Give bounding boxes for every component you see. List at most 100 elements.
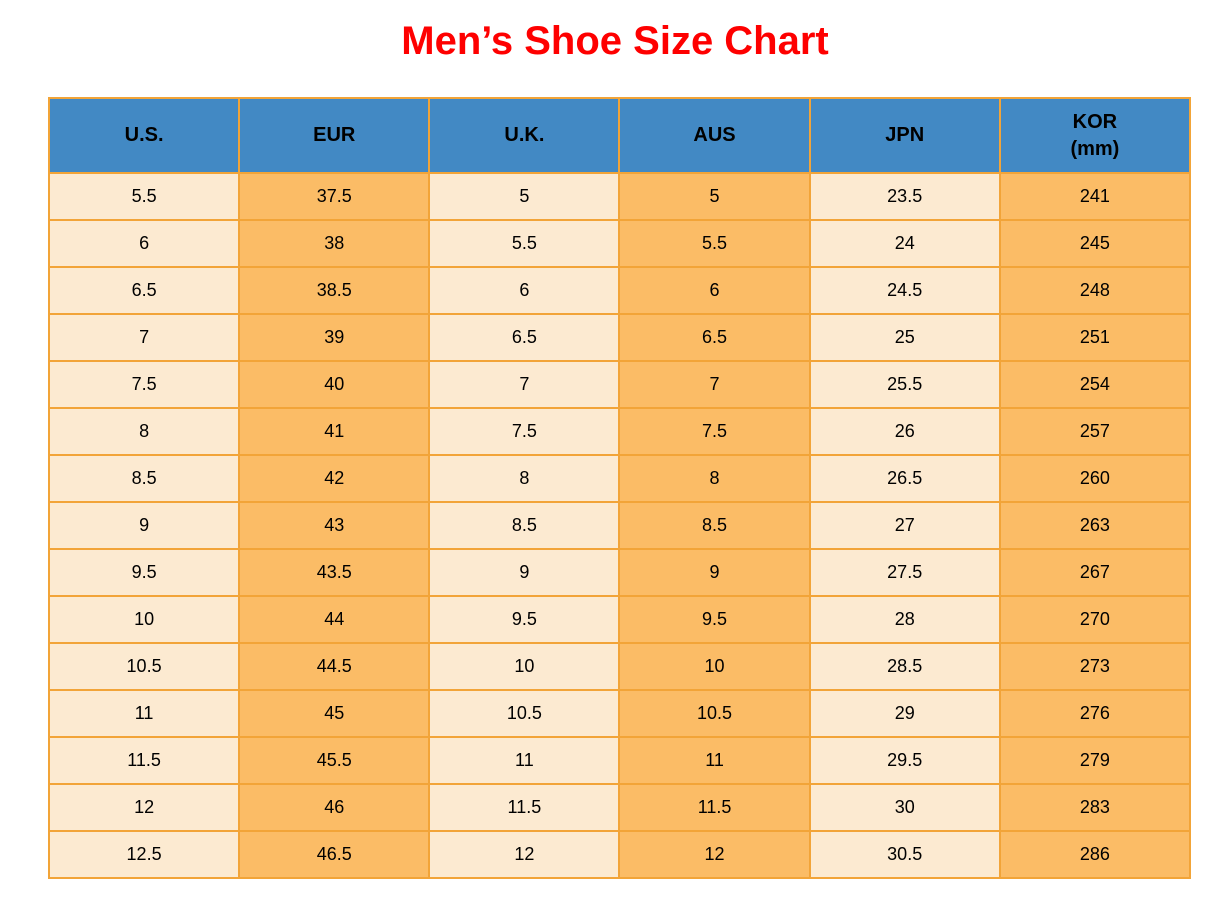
column-header-label: U.S. <box>124 124 164 146</box>
table-row: 6.5 38.5 6 6 24.5 248 <box>47 266 1192 315</box>
table-cell: 29 <box>808 689 1001 738</box>
table-cell: 27 <box>808 501 1001 550</box>
table-cell: 26.5 <box>808 454 1001 503</box>
column-header-label: KOR <box>1072 110 1118 133</box>
table-cell: 11.5 <box>618 783 811 832</box>
table-row: 10.5 44.5 10 10 28.5 273 <box>47 642 1192 691</box>
table-cell: 29.5 <box>808 736 1001 785</box>
column-header-label: AUS <box>693 124 736 146</box>
table-cell: 260 <box>998 454 1192 503</box>
table-cell: 7 <box>618 360 811 409</box>
column-header-label: EUR <box>313 124 356 146</box>
table-cell: 12.5 <box>47 830 241 879</box>
table-cell: 8 <box>47 407 241 456</box>
table-header-row: U.S. EUR U.K. AUS JPN KOR (mm) <box>47 97 1192 174</box>
table-cell: 5 <box>618 172 811 221</box>
table-cell: 37.5 <box>238 172 431 221</box>
table-cell: 30.5 <box>808 830 1001 879</box>
table-cell: 9.5 <box>618 595 811 644</box>
table-cell: 42 <box>238 454 431 503</box>
table-cell: 27.5 <box>808 548 1001 597</box>
table-cell: 45.5 <box>238 736 431 785</box>
table-cell: 9 <box>618 548 811 597</box>
table-row: 7.5 40 7 7 25.5 254 <box>47 360 1192 409</box>
column-header-label: U.K. <box>504 124 545 146</box>
table-cell: 9.5 <box>428 595 621 644</box>
shoe-size-table: U.S. EUR U.K. AUS JPN KOR (mm) 5.5 37.5 5 5 23.5 24… <box>47 97 1192 879</box>
table-cell: 10 <box>618 642 811 691</box>
table-cell: 11.5 <box>428 783 621 832</box>
column-header-aus: AUS <box>618 97 811 174</box>
table-cell: 6 <box>618 266 811 315</box>
table-cell: 24 <box>808 219 1001 268</box>
table-cell: 28 <box>808 595 1001 644</box>
table-cell: 6 <box>428 266 621 315</box>
table-cell: 267 <box>998 548 1192 597</box>
table-cell: 39 <box>238 313 431 362</box>
table-cell: 5.5 <box>618 219 811 268</box>
table-cell: 46.5 <box>238 830 431 879</box>
table-cell: 5.5 <box>47 172 241 221</box>
table-cell: 26 <box>808 407 1001 456</box>
table-cell: 257 <box>998 407 1192 456</box>
table-cell: 254 <box>998 360 1192 409</box>
table-cell: 38 <box>238 219 431 268</box>
table-cell: 10.5 <box>47 642 241 691</box>
table-cell: 6 <box>47 219 241 268</box>
table-cell: 38.5 <box>238 266 431 315</box>
table-cell: 43.5 <box>238 548 431 597</box>
table-cell: 276 <box>998 689 1192 738</box>
table-cell: 25.5 <box>808 360 1001 409</box>
table-body: 5.5 37.5 5 5 23.5 241 6 38 5.5 5.5 24 245 6.5 38.5 6 6 2… <box>47 172 1192 879</box>
table-cell: 11 <box>428 736 621 785</box>
table-row: 7 39 6.5 6.5 25 251 <box>47 313 1192 362</box>
column-header-jpn: JPN <box>808 97 1001 174</box>
table-cell: 7.5 <box>47 360 241 409</box>
table-header: U.S. EUR U.K. AUS JPN KOR (mm) <box>47 97 1192 174</box>
table-cell: 7 <box>47 313 241 362</box>
table-cell: 251 <box>998 313 1192 362</box>
table-cell: 6.5 <box>618 313 811 362</box>
page-title: Men’s Shoe Size Chart <box>401 19 829 63</box>
table-cell: 23.5 <box>808 172 1001 221</box>
table-row: 11.5 45.5 11 11 29.5 279 <box>47 736 1192 785</box>
table-cell: 5 <box>428 172 621 221</box>
column-header-label: JPN <box>885 124 925 146</box>
table-cell: 273 <box>998 642 1192 691</box>
table-cell: 10.5 <box>428 689 621 738</box>
table-row: 8 41 7.5 7.5 26 257 <box>47 407 1192 456</box>
table-cell: 8 <box>618 454 811 503</box>
table-cell: 12 <box>618 830 811 879</box>
table-cell: 279 <box>998 736 1192 785</box>
table-cell: 28.5 <box>808 642 1001 691</box>
table-cell: 30 <box>808 783 1001 832</box>
table-row: 10 44 9.5 9.5 28 270 <box>47 595 1192 644</box>
table-row: 9 43 8.5 8.5 27 263 <box>47 501 1192 550</box>
table-cell: 12 <box>47 783 241 832</box>
column-header-us: U.S. <box>47 97 241 174</box>
table-cell: 44.5 <box>238 642 431 691</box>
table-cell: 263 <box>998 501 1192 550</box>
table-cell: 8.5 <box>618 501 811 550</box>
table-row: 5.5 37.5 5 5 23.5 241 <box>47 172 1192 221</box>
table-cell: 248 <box>998 266 1192 315</box>
table-cell: 10 <box>47 595 241 644</box>
table-cell: 12 <box>428 830 621 879</box>
table-cell: 6.5 <box>47 266 241 315</box>
table-cell: 43 <box>238 501 431 550</box>
table-cell: 241 <box>998 172 1192 221</box>
table-cell: 245 <box>998 219 1192 268</box>
table-row: 12.5 46.5 12 12 30.5 286 <box>47 830 1192 879</box>
table-cell: 11 <box>47 689 241 738</box>
table-row: 12 46 11.5 11.5 30 283 <box>47 783 1192 832</box>
table-cell: 41 <box>238 407 431 456</box>
table-cell: 10 <box>428 642 621 691</box>
table-cell: 9.5 <box>47 548 241 597</box>
table-cell: 11.5 <box>47 736 241 785</box>
table-cell: 7.5 <box>618 407 811 456</box>
table-row: 6 38 5.5 5.5 24 245 <box>47 219 1192 268</box>
table-cell: 7.5 <box>428 407 621 456</box>
table-cell: 9 <box>428 548 621 597</box>
table-cell: 270 <box>998 595 1192 644</box>
table-cell: 283 <box>998 783 1192 832</box>
